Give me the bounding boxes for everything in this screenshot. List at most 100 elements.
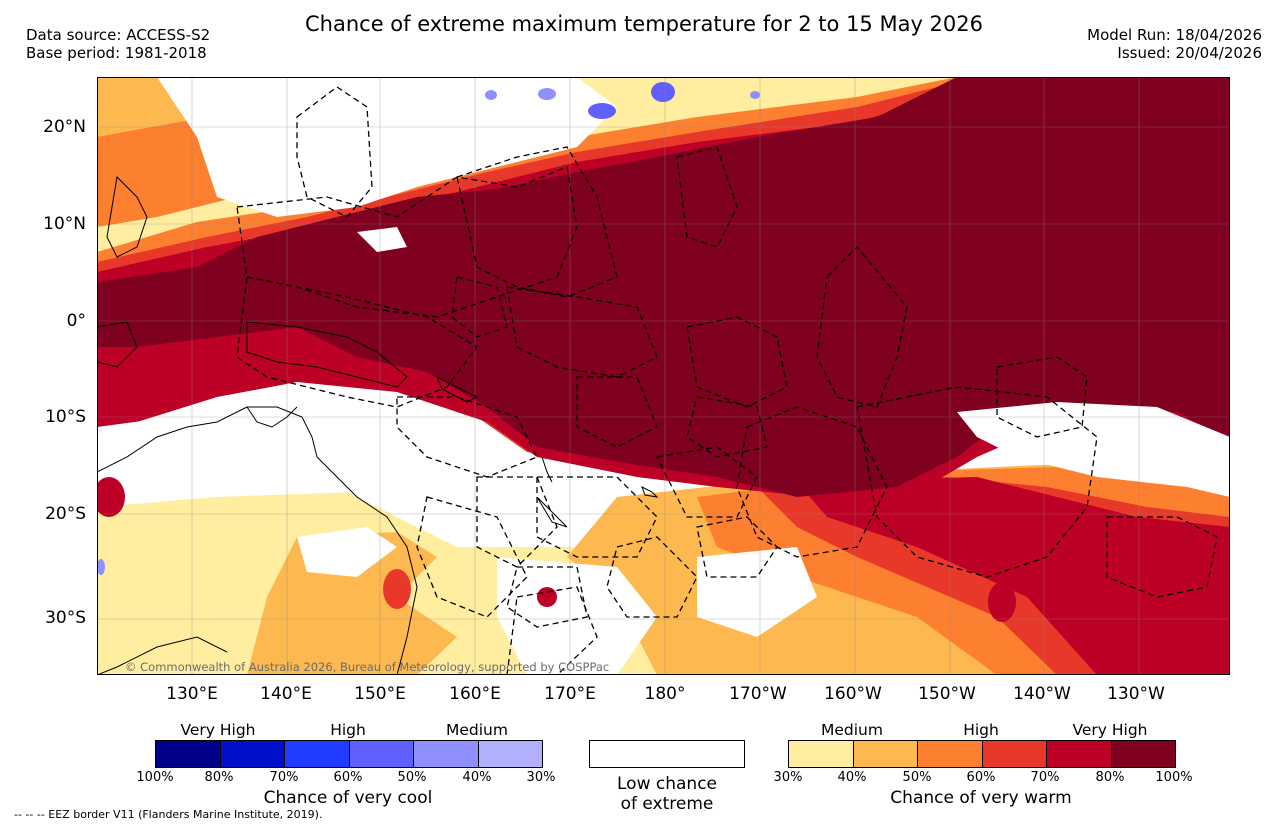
eez-kiribati-phoenix: [686, 316, 788, 408]
lon-label-170w: 170°W: [729, 684, 787, 704]
probability-map: [97, 77, 1230, 675]
map-title: Chance of extreme maximum temperature fo…: [305, 12, 983, 36]
cool-swatch: [414, 741, 479, 767]
warm-80-core: [97, 77, 1230, 497]
eez-nauru: [451, 276, 508, 338]
cool-swatch: [285, 741, 350, 767]
eez-niue: [696, 516, 778, 578]
fiji: [641, 485, 659, 498]
lat-label-20s: 20°S: [45, 504, 86, 524]
eez-footnote: -- -- -- EEZ border V11 (Flanders Marine…: [14, 808, 323, 821]
cool-colorbar: [155, 740, 543, 768]
lon-label-170e: 170°E: [544, 684, 596, 704]
warm-high-region-south: [247, 532, 457, 675]
warm-swatch: [918, 741, 983, 767]
hot-spot-4: [97, 477, 125, 517]
hot-spot-1: [383, 569, 411, 609]
eez-norfolk: [506, 566, 588, 628]
cool-swatch: [349, 741, 414, 767]
eez-tuvalu: [576, 376, 658, 448]
low-chance-patch-s2: [697, 547, 817, 637]
warm-swatch: [1111, 741, 1175, 767]
low-chance-line1: Low chance: [617, 774, 717, 794]
hot-spot-3: [988, 582, 1016, 622]
eez-fiji: [536, 476, 658, 558]
data-source-block: Data source: ACCESS-S2 Base period: 1981…: [26, 26, 210, 62]
low-chance-australia: [97, 407, 567, 547]
warm-swatch: [853, 741, 918, 767]
warm-tick: 60%: [966, 770, 996, 785]
warm-tick: 100%: [1155, 770, 1193, 785]
low-chance-line2: of extreme: [620, 794, 714, 814]
warm-category-very-high: Very High: [1072, 721, 1148, 739]
eez-kermadec: [506, 586, 598, 675]
philippines-coast: [106, 175, 148, 258]
eez-hawaii-south: [676, 146, 738, 248]
warm-tick: 70%: [1030, 770, 1060, 785]
eez-marshall: [456, 146, 618, 298]
lon-label-180: 180°: [644, 684, 686, 704]
eez-micronesia: [236, 166, 578, 318]
low-chance-swatch: [589, 740, 745, 768]
eez-borders: [236, 86, 1218, 675]
eez-solomon: [396, 396, 538, 478]
lat-label-eq: 0°: [66, 311, 86, 331]
eez-french-polynesia: [856, 386, 1098, 578]
cool-tick: 40%: [462, 770, 492, 785]
warm-swatch: [789, 741, 854, 767]
eez-marquesas: [996, 356, 1088, 438]
warm-tick: 30%: [773, 770, 803, 785]
cool-patch-1: [651, 82, 675, 102]
lon-label-160w: 160°W: [824, 684, 882, 704]
cool-tick: 70%: [269, 770, 299, 785]
issued-date: Issued: 20/04/2026: [1117, 44, 1262, 62]
low-chance-label: Low chance of extreme: [589, 774, 745, 814]
cool-legend-title: Chance of very cool: [263, 788, 433, 808]
vanuatu: [541, 456, 553, 483]
eez-pitcairn: [1106, 516, 1218, 598]
warm-category-medium: Medium: [821, 721, 883, 739]
low-chance-patch-sw: [297, 527, 397, 577]
lon-label-130w: 130°W: [1107, 684, 1165, 704]
cool-tick: 50%: [397, 770, 427, 785]
lon-label-160e: 160°E: [449, 684, 501, 704]
cool-patch-2: [588, 103, 616, 119]
lat-label-30s: 30°S: [45, 608, 86, 628]
eez-guam: [296, 86, 373, 218]
base-period: Base period: 1981-2018: [26, 44, 207, 62]
low-chance-patch-eq: [357, 227, 407, 252]
cool-patch-5: [750, 91, 760, 99]
low-chance-patch-east: [957, 402, 1230, 497]
cool-tick: 30%: [526, 770, 556, 785]
cool-patch-6: [97, 559, 105, 575]
cool-tick: 80%: [204, 770, 234, 785]
lat-label-20n: 20°N: [43, 117, 86, 137]
coastlines: [97, 175, 659, 675]
warm-legend-title: Chance of very warm: [890, 788, 1072, 808]
australia-north-coast: [246, 406, 298, 428]
cool-swatch: [220, 741, 285, 767]
eez-new-caledonia: [416, 496, 528, 618]
eez-tonga: [606, 536, 698, 618]
warm-tick: 50%: [902, 770, 932, 785]
eez-tokelau: [686, 396, 768, 458]
map-copyright: © Commonwealth of Australia 2026, Bureau…: [125, 660, 610, 674]
cool-patch-4: [485, 90, 497, 100]
cool-category-high: High: [330, 721, 366, 739]
model-run-block: Model Run: 18/04/2026 Issued: 20/04/2026: [1087, 26, 1262, 62]
eez-kiribati-gilbert: [506, 286, 658, 378]
eez-vanuatu: [476, 476, 558, 568]
cool-patch-3: [538, 88, 556, 100]
low-chance-patch-north: [157, 77, 617, 217]
cool-tick: 60%: [333, 770, 363, 785]
warm-category-high: High: [963, 721, 999, 739]
hot-spot-2: [537, 587, 557, 607]
model-run: Model Run: 18/04/2026: [1087, 26, 1262, 44]
lat-label-10n: 10°N: [43, 214, 86, 234]
cool-category-medium: Medium: [446, 721, 508, 739]
lon-label-140e: 140°E: [260, 684, 312, 704]
eez-cook: [736, 406, 888, 558]
low-chance-patch-s: [497, 557, 657, 675]
warm-swatch: [982, 741, 1047, 767]
data-source: Data source: ACCESS-S2: [26, 26, 211, 44]
